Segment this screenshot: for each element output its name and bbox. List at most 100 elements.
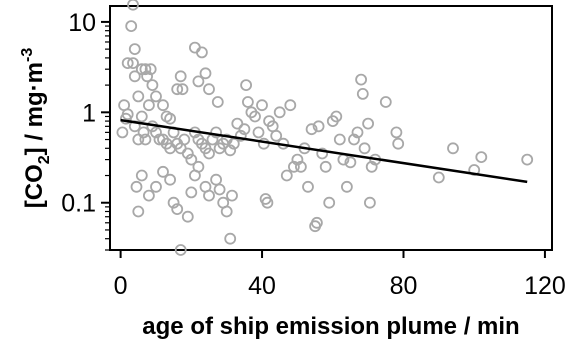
data-point [355, 73, 368, 86]
data-point [135, 169, 148, 182]
x-axis-ticks: 0 40 80 120 [114, 250, 566, 300]
data-point [167, 196, 180, 209]
data-point [249, 110, 261, 123]
data-point [171, 203, 184, 216]
data-point [330, 110, 343, 123]
y-tick-label: 1 [82, 99, 96, 127]
data-point [141, 70, 154, 83]
data-point [150, 90, 162, 103]
data-point [294, 160, 307, 173]
data-point [227, 137, 240, 150]
data-point [210, 126, 223, 139]
data-point [210, 173, 223, 186]
data-point [157, 165, 169, 178]
data-point [302, 180, 314, 193]
data-point [273, 106, 286, 119]
data-point [127, 57, 139, 69]
data-point [192, 160, 205, 173]
data-point [351, 126, 364, 139]
data-point [128, 43, 141, 55]
data-point [121, 57, 134, 69]
data-point [150, 180, 162, 193]
data-point [150, 126, 162, 139]
data-point [270, 129, 283, 142]
data-point [203, 147, 215, 160]
data-point [174, 70, 187, 83]
data-point [358, 142, 371, 155]
data-point [340, 180, 353, 193]
y-axis-title: [CO2] / mg·m-3 [19, 48, 53, 209]
data-point [139, 63, 152, 76]
data-point [185, 186, 198, 199]
data-point [224, 144, 237, 157]
data-point [174, 244, 187, 256]
data-point [319, 160, 332, 173]
data-point [379, 96, 392, 108]
data-point [291, 153, 304, 166]
data-point [284, 99, 297, 112]
data-point [226, 189, 238, 202]
data-point [362, 117, 375, 130]
data-point [171, 83, 184, 96]
data-point [195, 46, 208, 59]
x-tick-label: 120 [524, 272, 566, 300]
data-point [310, 216, 323, 229]
data-point [234, 129, 247, 142]
data-point [305, 123, 318, 136]
data-point [348, 133, 360, 146]
y-axis-title-prefix: [CO [21, 164, 48, 208]
data-point [224, 232, 237, 245]
data-point [144, 63, 157, 76]
data-point [256, 99, 268, 112]
data-point [164, 173, 177, 186]
data-point [127, 0, 139, 11]
data-point [231, 117, 244, 130]
data-point [261, 196, 274, 209]
trend-line [120, 118, 528, 184]
data-point [132, 90, 145, 103]
x-tick-label: 0 [114, 272, 128, 300]
x-axis-title: age of ship emission plume / min [142, 313, 519, 340]
trend-line-group [120, 118, 528, 184]
data-point [181, 147, 194, 160]
data-point [164, 112, 177, 125]
y-tick-label: 0.1 [61, 190, 96, 218]
data-point [475, 151, 488, 164]
data-point [238, 123, 251, 136]
data-point [192, 75, 205, 88]
data-point [203, 189, 215, 202]
y-axis-ticks: 0.1 1 10 [61, 9, 110, 251]
data-point [211, 96, 224, 108]
data-point [125, 20, 138, 33]
data-point [185, 153, 198, 166]
y-axis-title-subscript: 2 [36, 155, 53, 164]
plot-frame [109, 5, 553, 251]
data-point [392, 137, 405, 150]
data-point [220, 205, 233, 218]
data-point [323, 196, 336, 209]
data-point [142, 99, 155, 112]
y-tick-label: 10 [68, 9, 96, 37]
data-point [213, 183, 226, 196]
data-point [363, 196, 376, 209]
data-point [287, 160, 300, 173]
data-point [135, 110, 148, 123]
data-point [316, 147, 329, 160]
data-point [390, 126, 403, 139]
data-point [139, 133, 152, 146]
y-axis-title-suffix: ] / mg·m [21, 62, 48, 155]
data-point [130, 180, 143, 193]
data-point [176, 83, 189, 96]
data-point [432, 171, 445, 184]
data-point [121, 108, 134, 121]
data-point [181, 210, 194, 223]
x-tick-label: 80 [390, 272, 418, 300]
data-point [146, 79, 159, 91]
data-point [241, 96, 254, 108]
x-tick-label: 40 [248, 272, 276, 300]
data-point [199, 67, 212, 80]
data-point [142, 189, 155, 202]
data-point [116, 126, 129, 139]
data-point [365, 160, 378, 173]
